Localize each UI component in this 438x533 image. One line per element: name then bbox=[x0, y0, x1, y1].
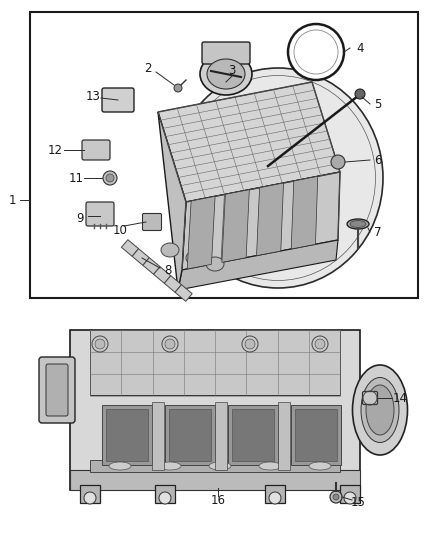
FancyBboxPatch shape bbox=[82, 140, 110, 160]
Bar bbox=[90, 330, 340, 395]
FancyBboxPatch shape bbox=[46, 364, 68, 416]
Bar bbox=[169, 409, 211, 461]
Bar bbox=[295, 409, 337, 461]
Bar bbox=[30, 12, 418, 298]
Circle shape bbox=[269, 492, 281, 504]
Circle shape bbox=[162, 336, 178, 352]
Circle shape bbox=[355, 89, 365, 99]
Ellipse shape bbox=[173, 68, 383, 288]
Polygon shape bbox=[154, 266, 171, 284]
Circle shape bbox=[315, 339, 325, 349]
Text: 4: 4 bbox=[356, 42, 364, 54]
Circle shape bbox=[333, 494, 339, 500]
Polygon shape bbox=[158, 82, 340, 202]
Ellipse shape bbox=[161, 243, 179, 257]
Bar bbox=[90, 460, 340, 472]
Bar bbox=[102, 405, 152, 465]
Text: 2: 2 bbox=[144, 61, 152, 75]
Polygon shape bbox=[257, 183, 283, 256]
Circle shape bbox=[106, 174, 114, 182]
Polygon shape bbox=[143, 257, 160, 274]
FancyBboxPatch shape bbox=[102, 88, 134, 112]
Ellipse shape bbox=[186, 251, 204, 265]
Circle shape bbox=[312, 336, 328, 352]
Text: 12: 12 bbox=[47, 143, 63, 157]
Ellipse shape bbox=[361, 377, 399, 442]
Bar bbox=[106, 409, 148, 461]
Ellipse shape bbox=[366, 385, 394, 435]
Circle shape bbox=[344, 492, 356, 504]
Circle shape bbox=[245, 339, 255, 349]
Polygon shape bbox=[182, 172, 340, 270]
Circle shape bbox=[165, 339, 175, 349]
FancyBboxPatch shape bbox=[142, 214, 162, 230]
Ellipse shape bbox=[159, 462, 181, 470]
Polygon shape bbox=[158, 112, 186, 290]
Bar bbox=[278, 402, 290, 470]
Ellipse shape bbox=[109, 462, 131, 470]
Ellipse shape bbox=[309, 462, 331, 470]
Polygon shape bbox=[175, 285, 192, 301]
Text: 11: 11 bbox=[68, 172, 84, 184]
Polygon shape bbox=[132, 249, 149, 265]
Bar bbox=[152, 402, 164, 470]
Ellipse shape bbox=[200, 53, 252, 95]
Text: 7: 7 bbox=[374, 225, 382, 238]
Ellipse shape bbox=[353, 365, 407, 455]
FancyBboxPatch shape bbox=[86, 202, 114, 226]
Text: 10: 10 bbox=[113, 223, 127, 237]
Text: 9: 9 bbox=[76, 212, 84, 224]
Ellipse shape bbox=[206, 257, 224, 271]
Text: 16: 16 bbox=[211, 494, 226, 506]
Circle shape bbox=[95, 339, 105, 349]
Circle shape bbox=[288, 24, 344, 80]
Polygon shape bbox=[187, 196, 215, 269]
Text: 8: 8 bbox=[164, 263, 172, 277]
FancyBboxPatch shape bbox=[202, 42, 250, 64]
Bar bbox=[80, 485, 100, 503]
Bar bbox=[265, 485, 285, 503]
Circle shape bbox=[331, 155, 345, 169]
FancyBboxPatch shape bbox=[39, 357, 75, 423]
Bar bbox=[340, 485, 360, 503]
Bar bbox=[228, 405, 278, 465]
Bar bbox=[215, 402, 227, 470]
Polygon shape bbox=[222, 190, 249, 262]
Polygon shape bbox=[178, 240, 338, 290]
Circle shape bbox=[330, 491, 342, 503]
Circle shape bbox=[84, 492, 96, 504]
Polygon shape bbox=[164, 276, 181, 292]
Ellipse shape bbox=[350, 221, 366, 228]
Ellipse shape bbox=[209, 462, 231, 470]
Circle shape bbox=[103, 171, 117, 185]
Bar bbox=[165, 405, 215, 465]
Text: 13: 13 bbox=[85, 90, 100, 102]
Polygon shape bbox=[121, 240, 138, 256]
Bar bbox=[70, 470, 360, 490]
Bar bbox=[232, 409, 274, 461]
Bar bbox=[291, 405, 341, 465]
Bar bbox=[155, 485, 175, 503]
Circle shape bbox=[92, 336, 108, 352]
Polygon shape bbox=[291, 176, 318, 249]
Text: 1: 1 bbox=[8, 193, 16, 206]
Circle shape bbox=[174, 84, 182, 92]
Text: 15: 15 bbox=[350, 496, 365, 508]
Ellipse shape bbox=[207, 59, 245, 89]
Bar bbox=[70, 330, 360, 490]
FancyBboxPatch shape bbox=[363, 392, 378, 405]
Text: 5: 5 bbox=[374, 98, 381, 110]
Ellipse shape bbox=[347, 219, 369, 229]
Circle shape bbox=[294, 30, 338, 74]
Text: 14: 14 bbox=[392, 392, 407, 405]
Text: 6: 6 bbox=[374, 154, 382, 166]
Circle shape bbox=[242, 336, 258, 352]
Text: 3: 3 bbox=[228, 63, 236, 77]
Circle shape bbox=[159, 492, 171, 504]
Ellipse shape bbox=[259, 462, 281, 470]
